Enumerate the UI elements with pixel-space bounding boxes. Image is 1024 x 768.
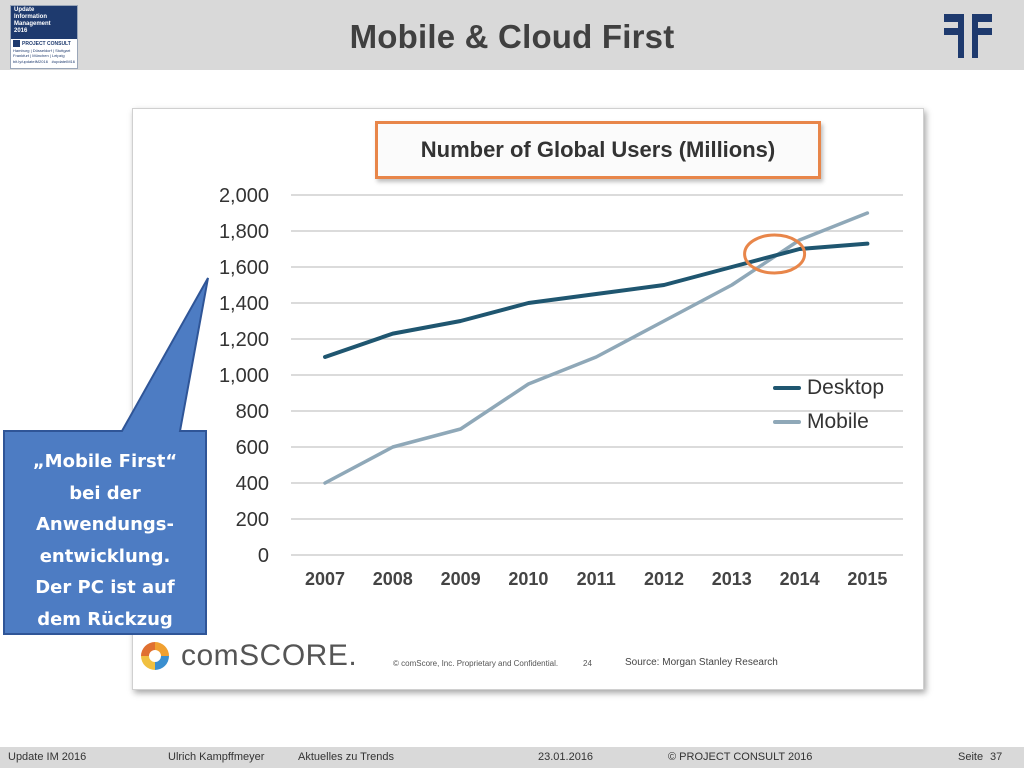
y-tick-label: 200 xyxy=(236,509,269,531)
x-tick-label: 2010 xyxy=(508,569,548,589)
badge-line-2: Information xyxy=(14,14,47,20)
chart-frame: 0 200 400 600 800 1,000 1,200 1,400 1,600 1,800 2,… xyxy=(132,108,924,690)
project-consult-logo-icon xyxy=(944,14,992,58)
chart-legend: Desktop Mobile xyxy=(773,371,884,439)
legend-swatch-mobile xyxy=(773,420,801,424)
footer-topic: Aktuelles zu Trends xyxy=(298,751,394,763)
comscore-logo: comSCORE. xyxy=(139,639,357,673)
x-tick-label: 2011 xyxy=(577,569,616,589)
chart-title: Number of Global Users (Millions) xyxy=(420,137,776,162)
tick-layer: 0 200 400 600 800 1,000 1,200 1,400 1,600 1,800 2,… xyxy=(219,185,887,589)
callout-line-2: bei der xyxy=(69,482,141,504)
x-tick-label: 2015 xyxy=(847,569,887,589)
badge-cities-2: Frankfurt | München | Leipzig xyxy=(13,53,65,58)
y-tick-label: 1,000 xyxy=(219,365,269,387)
header-bar: Update Information Management 2016 PROJE… xyxy=(0,0,1024,70)
footer-author: Ulrich Kampffmeyer xyxy=(168,751,265,763)
footer-copyright: © PROJECT CONSULT 2016 xyxy=(668,751,813,763)
badge-brand: PROJECT CONSULT xyxy=(11,39,77,48)
crossover-highlight xyxy=(743,233,807,275)
legend-label-mobile: Mobile xyxy=(807,410,869,433)
chart-page-number: 24 xyxy=(583,659,592,668)
chart-fineprint: © comScore, Inc. Proprietary and Confide… xyxy=(393,659,559,668)
footer-page-number: 37 xyxy=(990,751,1003,763)
badge-hashtag: #updateIM16 xyxy=(51,59,75,64)
series-line-desktop xyxy=(323,241,870,359)
x-tick-label: 2013 xyxy=(712,569,752,589)
comscore-mark-icon xyxy=(141,642,169,670)
callout-line-5: Der PC ist auf xyxy=(35,577,175,598)
badge-line-3: Management xyxy=(14,21,51,27)
footer-page-label: Seite xyxy=(958,751,984,763)
y-tick-label: 1,800 xyxy=(219,221,269,243)
badge-line-1: Update xyxy=(14,7,35,13)
y-tick-label: 600 xyxy=(236,437,269,459)
footer-event: Update IM 2016 xyxy=(8,751,87,763)
y-tick-label: 1,600 xyxy=(219,257,269,279)
event-badge: Update Information Management 2016 PROJE… xyxy=(10,5,78,69)
x-tick-label: 2007 xyxy=(305,569,345,589)
legend-item-desktop: Desktop xyxy=(773,371,884,405)
chart-source: Source: Morgan Stanley Research xyxy=(625,657,778,668)
x-tick-label: 2014 xyxy=(780,569,820,589)
y-tick-label: 2,000 xyxy=(219,185,269,207)
badge-link-row: bit.ly/updateIM2016 #updateIM16 xyxy=(11,58,77,65)
callout-text: „Mobile First“ bei der Anwendungs- entwi… xyxy=(6,446,204,635)
line-chart: 0 200 400 600 800 1,000 1,200 1,400 1,600 1,800 2,… xyxy=(219,185,903,589)
y-tick-label: 400 xyxy=(236,473,269,495)
y-tick-label: 800 xyxy=(236,401,269,423)
badge-brand-label: PROJECT CONSULT xyxy=(22,40,71,47)
grid-layer xyxy=(291,194,903,556)
slide-title: Mobile & Cloud First xyxy=(349,18,675,55)
comscore-name: comSCORE. xyxy=(181,639,358,672)
x-tick-label: 2009 xyxy=(441,569,481,589)
legend-item-mobile: Mobile xyxy=(773,405,884,439)
footer-date: 23.01.2016 xyxy=(538,751,594,763)
callout-line-1: „Mobile First“ xyxy=(32,451,178,472)
legend-label-desktop: Desktop xyxy=(807,376,885,399)
project-consult-mini-icon xyxy=(13,40,20,47)
footer-bar: Update IM 2016 Ulrich Kampffmeyer Aktuel… xyxy=(0,747,1024,768)
callout-line-4: entwicklung. xyxy=(39,545,171,567)
badge-cities: Hamburg | Düsseldorf | Stuttgart Frankfu… xyxy=(11,48,77,58)
badge-link: bit.ly/updateIM2016 xyxy=(13,59,48,64)
y-tick-label: 1,400 xyxy=(219,293,269,315)
badge-cities-1: Hamburg | Düsseldorf | Stuttgart xyxy=(13,48,71,53)
y-tick-label: 1,200 xyxy=(219,329,269,351)
series-layer xyxy=(323,211,870,485)
badge-heading: Update Information Management 2016 xyxy=(11,6,77,39)
badge-line-4: 2016 xyxy=(14,28,28,34)
x-tick-label: 2012 xyxy=(644,569,684,589)
x-tick-label: 2008 xyxy=(373,569,413,589)
callout-line-6: dem Rückzug xyxy=(37,608,173,630)
legend-swatch-desktop xyxy=(773,386,801,390)
chart-title-box: Number of Global Users (Millions) xyxy=(375,121,821,179)
highlight-layer xyxy=(743,233,807,275)
callout-line-3: Anwendungs- xyxy=(36,514,174,535)
y-tick-label: 0 xyxy=(258,545,269,567)
